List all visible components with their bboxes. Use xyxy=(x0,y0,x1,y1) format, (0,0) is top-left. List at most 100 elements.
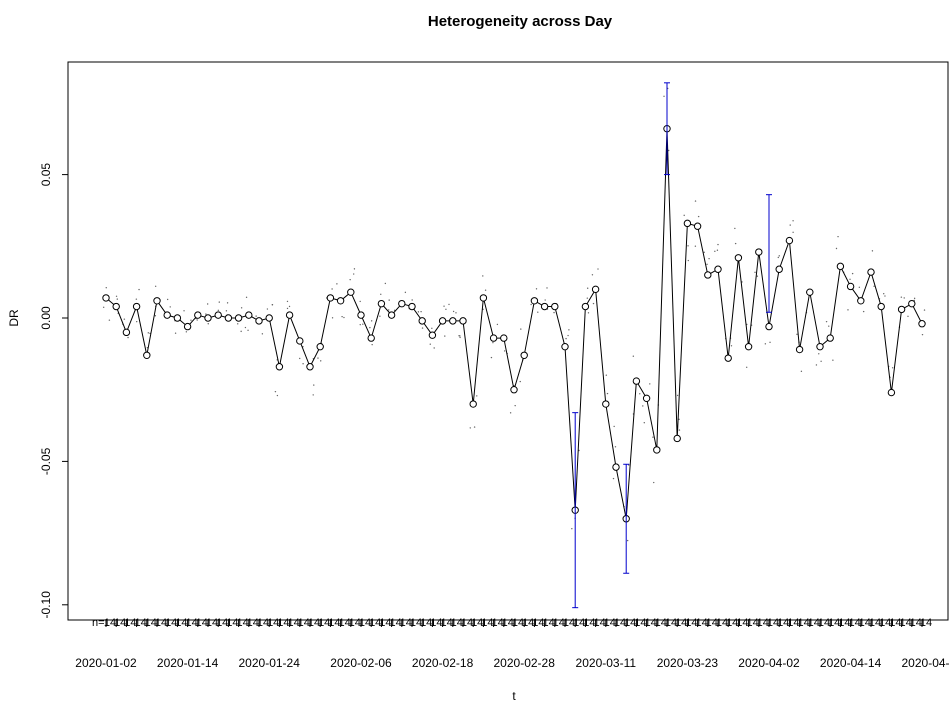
observation-dot xyxy=(754,271,756,274)
observation-dot xyxy=(452,310,455,313)
observation-dot xyxy=(565,337,567,340)
x-tick-label: 2020-02-06 xyxy=(330,656,392,670)
y-axis-label: DR xyxy=(7,309,21,327)
n-count-label: 14 xyxy=(236,617,248,629)
n-count-label: 14 xyxy=(267,617,279,629)
data-point xyxy=(693,222,702,230)
observation-dot xyxy=(649,383,651,385)
observation-dot xyxy=(237,323,239,325)
n-count-label: 14 xyxy=(440,617,452,629)
n-count-label: 14 xyxy=(165,617,177,629)
data-point xyxy=(347,288,355,296)
observation-dot xyxy=(336,283,338,285)
observation-dot xyxy=(206,303,209,305)
observation-dot xyxy=(571,528,573,530)
observation-dot xyxy=(154,315,157,317)
observation-dot xyxy=(476,395,478,397)
observation-dot xyxy=(218,301,220,303)
n-count-label: 14 xyxy=(216,617,228,629)
n-count-label: 14 xyxy=(491,617,503,629)
data-point xyxy=(836,262,845,271)
observation-dot xyxy=(825,320,828,323)
data-point xyxy=(734,254,743,262)
observation-dot xyxy=(226,302,229,304)
data-point xyxy=(765,322,773,331)
data-point xyxy=(510,386,518,394)
data-point xyxy=(500,334,508,342)
observation-dot xyxy=(379,315,381,317)
observation-dot xyxy=(694,200,697,202)
observation-dot xyxy=(873,285,875,287)
n-count-label: 14 xyxy=(869,617,881,629)
observation-dot xyxy=(429,343,431,345)
data-point xyxy=(551,302,559,311)
observation-dot xyxy=(643,421,645,424)
data-point xyxy=(775,265,783,273)
observation-dot xyxy=(697,215,700,218)
data-point xyxy=(143,351,151,359)
observation-dot xyxy=(123,318,126,320)
observation-dot xyxy=(359,300,361,303)
observation-dot xyxy=(431,327,433,330)
n-count-label: 14 xyxy=(287,617,299,629)
observation-dot xyxy=(606,392,609,395)
observation-dot xyxy=(190,319,192,321)
n-count-label: 14 xyxy=(359,617,371,629)
n-count-label: 14 xyxy=(430,617,442,629)
observation-dot xyxy=(891,367,894,369)
observation-dot xyxy=(613,425,615,428)
n-count-label: 14 xyxy=(145,617,157,629)
observation-dot xyxy=(777,256,780,259)
observation-dot xyxy=(835,247,838,250)
observation-dot xyxy=(169,306,171,308)
observation-dot xyxy=(714,250,716,253)
data-point xyxy=(714,265,722,273)
n-count-label: 14 xyxy=(583,617,595,629)
n-count-label: 14 xyxy=(379,617,391,629)
data-point xyxy=(591,285,600,294)
n-count-label: 14 xyxy=(675,617,687,629)
observation-dot xyxy=(135,298,138,300)
observation-dot xyxy=(105,287,107,289)
observation-dot xyxy=(443,305,445,307)
observation-dot xyxy=(116,298,118,300)
n-count-label: 14 xyxy=(736,617,748,629)
observation-dot xyxy=(482,275,484,277)
n-count-label: 14 xyxy=(655,617,667,629)
data-point xyxy=(204,314,212,322)
data-point xyxy=(438,317,447,325)
data-point xyxy=(795,345,804,354)
n-count-label: 14 xyxy=(818,617,830,629)
observation-dot xyxy=(587,312,590,314)
n-count-label: 14 xyxy=(451,617,463,629)
observation-dot xyxy=(756,275,759,277)
observation-dot xyxy=(353,268,356,270)
n-count-label: 14 xyxy=(389,617,401,629)
observation-dot xyxy=(820,360,822,363)
observation-dot xyxy=(312,394,314,396)
observation-dot xyxy=(828,325,830,327)
data-point xyxy=(897,305,906,314)
observation-dot xyxy=(352,273,355,275)
observation-dot xyxy=(349,278,351,281)
observation-dot xyxy=(592,302,595,305)
observation-dot xyxy=(444,335,446,337)
n-count-label: 14 xyxy=(767,617,779,629)
observation-dot xyxy=(900,296,903,298)
n-count-label: 14 xyxy=(706,617,718,629)
observation-dot xyxy=(605,374,608,376)
n-count-label: 14 xyxy=(298,617,310,629)
observation-dot xyxy=(862,310,865,313)
observation-dot xyxy=(359,323,361,326)
observation-dot xyxy=(503,350,506,352)
observation-dot xyxy=(818,353,820,355)
observation-dot xyxy=(653,481,655,484)
observation-dot xyxy=(244,326,247,329)
observation-dot xyxy=(520,328,522,330)
observation-dot xyxy=(166,298,169,301)
observation-dot xyxy=(370,320,373,322)
observation-dot xyxy=(380,293,382,295)
data-point xyxy=(806,288,814,296)
n-count-label: 14 xyxy=(634,617,646,629)
